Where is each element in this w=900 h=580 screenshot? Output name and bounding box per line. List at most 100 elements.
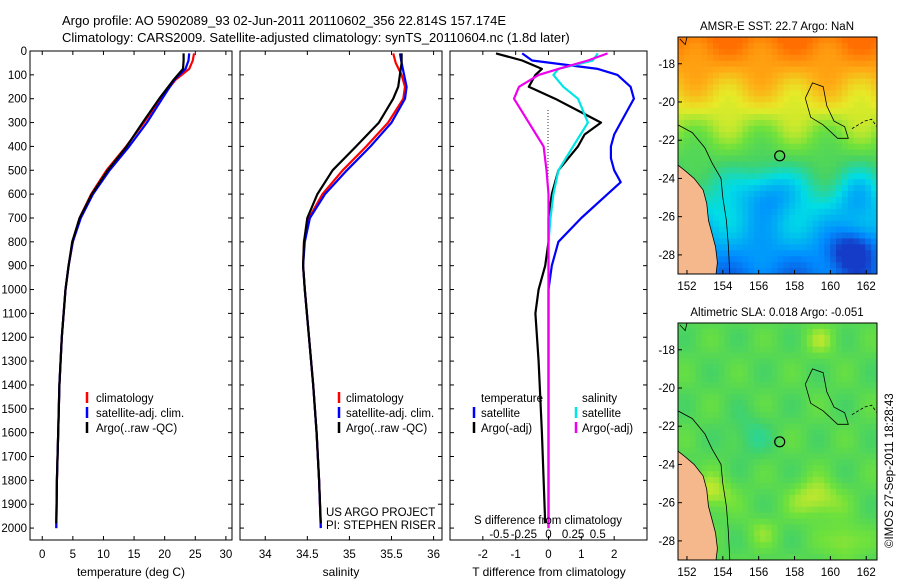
legend-climatology: climatology (346, 393, 404, 405)
map-frame (677, 322, 878, 561)
lat-tick-label: -26 (658, 498, 675, 510)
temperature-axes (29, 50, 233, 541)
reef-contour (804, 82, 849, 139)
legend-s-argo: Argo(-adj) (582, 423, 633, 435)
s-tick-label: 0 (545, 529, 551, 541)
lon-tick-label: 162 (857, 567, 876, 579)
lat-tick-label: -20 (658, 97, 675, 109)
lon-tick-label: 154 (713, 567, 733, 579)
lon-tick-label: 158 (785, 281, 804, 293)
depth-tick-label: 0 (21, 46, 27, 58)
lat-tick-label: -28 (658, 536, 675, 548)
x-tick-label: 15 (128, 549, 141, 561)
x-tick-label: 34 (259, 549, 272, 561)
depth-tick-label: 1200 (1, 332, 27, 344)
sla-map-title: Altimetric SLA: 0.018 Argo: -0.051 (690, 307, 863, 319)
depth-tick-label: 2000 (1, 523, 27, 535)
x-tick-label: 0 (545, 549, 551, 561)
argo-position-marker (774, 436, 786, 448)
project-credit: US ARGO PROJECT (326, 507, 435, 519)
lat-tick-label: -24 (658, 173, 675, 185)
x-tick-label: 0 (39, 549, 45, 561)
x-tick-label: 10 (97, 549, 110, 561)
header-line-2: Climatology: CARS2009. Satellite-adjuste… (62, 30, 570, 45)
x-tick-label: 35.5 (380, 549, 402, 561)
legend-t-argo: Argo(-adj) (481, 423, 532, 435)
salinity-xlabel: salinity (323, 565, 360, 579)
series-line-salinity-argo-adj (512, 52, 608, 529)
lon-tick-label: 152 (677, 281, 696, 293)
s-tick-label: -0.5 (489, 529, 509, 541)
x-tick-label: -1 (511, 549, 521, 561)
header-line-1: Argo profile: AO 5902089_93 02-Jun-2011 … (62, 13, 507, 28)
difference-top-xlabel: S difference from climatology (474, 515, 622, 527)
legend-t-satellite: satellite (481, 408, 520, 420)
sst-map: 152 154 156 158 160 162 -18 -20 -22 -24 -26 -28 (658, 36, 878, 293)
lon-tick-label: 162 (857, 281, 876, 293)
argo-position-marker (774, 150, 786, 162)
depth-tick-label: 800 (8, 237, 27, 249)
lat-tick-label: -24 (658, 459, 675, 471)
x-tick-label: 36 (427, 549, 440, 561)
s-tick-label: 0.5 (590, 529, 606, 541)
lat-tick-label: -26 (658, 212, 675, 224)
depth-tick-label: 1400 (1, 380, 27, 392)
depth-tick-label: 600 (8, 189, 27, 201)
difference-legend: temperature salinity satellite Argo(-adj… (472, 393, 633, 435)
temperature-legend: climatology satellite-adj. clim. Argo(..… (85, 392, 184, 435)
x-tick-label: 35 (343, 549, 356, 561)
series-line-argo-raw-qc (302, 53, 403, 524)
difference-panel: -2 -1 0 1 2 -0.5 -0.25 0 0.25 0.5 T difference fr… (449, 50, 648, 579)
legend-s-satellite: satellite (582, 408, 621, 420)
lon-tick-label: 160 (821, 281, 840, 293)
legend-argo: Argo(..raw -QC) (96, 423, 177, 435)
legend-satellite: satellite-adj. clim. (96, 408, 184, 420)
map-field (678, 37, 877, 274)
bathymetry-contour (678, 124, 731, 274)
legend-salinity-header: salinity (582, 393, 617, 405)
x-tick-label: 30 (219, 549, 232, 561)
lon-tick-label: 156 (749, 281, 768, 293)
map-field (678, 323, 877, 560)
lon-tick-label: 154 (713, 281, 733, 293)
lat-tick-label: -18 (658, 59, 675, 71)
legend-temperature-header: temperature (481, 393, 543, 405)
depth-tick-label: 1500 (1, 404, 27, 416)
lat-tick-label: -22 (658, 135, 675, 147)
depth-tick-label: 300 (8, 118, 27, 130)
sla-map: 152 154 156 158 160 162 -18 -20 -22 -24 -26 -28 (658, 322, 878, 579)
legend-climatology: climatology (96, 393, 154, 405)
temperature-xlabel: temperature (deg C) (77, 565, 185, 579)
depth-tick-label: 1600 (1, 428, 27, 440)
s-tick-label: -0.25 (511, 529, 537, 541)
lat-tick-label: -28 (658, 250, 675, 262)
pi-credit: PI: STEPHEN RISER (326, 520, 436, 532)
depth-tick-label: 200 (8, 94, 27, 106)
lon-tick-label: 158 (785, 567, 804, 579)
salinity-axes (239, 50, 443, 541)
reef-contour (804, 368, 849, 425)
salinity-legend: climatology satellite-adj. clim. Argo(..… (337, 392, 434, 435)
land-mass (678, 450, 718, 560)
x-tick-label: -2 (478, 549, 488, 561)
lat-tick-label: -22 (658, 421, 675, 433)
map-frame (677, 36, 878, 275)
depth-tick-label: 100 (8, 70, 27, 82)
depth-tick-label: 500 (8, 165, 27, 177)
depth-tick-label: 1100 (2, 308, 27, 320)
plateau-contour (679, 37, 688, 46)
ridge-contour (851, 404, 877, 416)
x-tick-label: 20 (158, 549, 171, 561)
s-tick-label: 0.25 (562, 529, 584, 541)
x-tick-label: 2 (611, 549, 617, 561)
x-tick-label: 25 (189, 549, 202, 561)
depth-tick-label: 700 (8, 213, 27, 225)
depth-tick-label: 1800 (1, 475, 27, 487)
plateau-contour (679, 323, 688, 332)
temperature-panel: 0 5 10 15 20 25 300100200300400500600700800900… (1, 46, 233, 579)
depth-tick-label: 400 (8, 141, 27, 153)
depth-tick-label: 900 (8, 261, 27, 273)
salinity-panel: 34 34.5 35 35.5 36 salinity climatology sate… (239, 50, 443, 579)
imos-timestamp: ©IMOS 27-Sep-2011 18:28:43 (884, 393, 896, 548)
